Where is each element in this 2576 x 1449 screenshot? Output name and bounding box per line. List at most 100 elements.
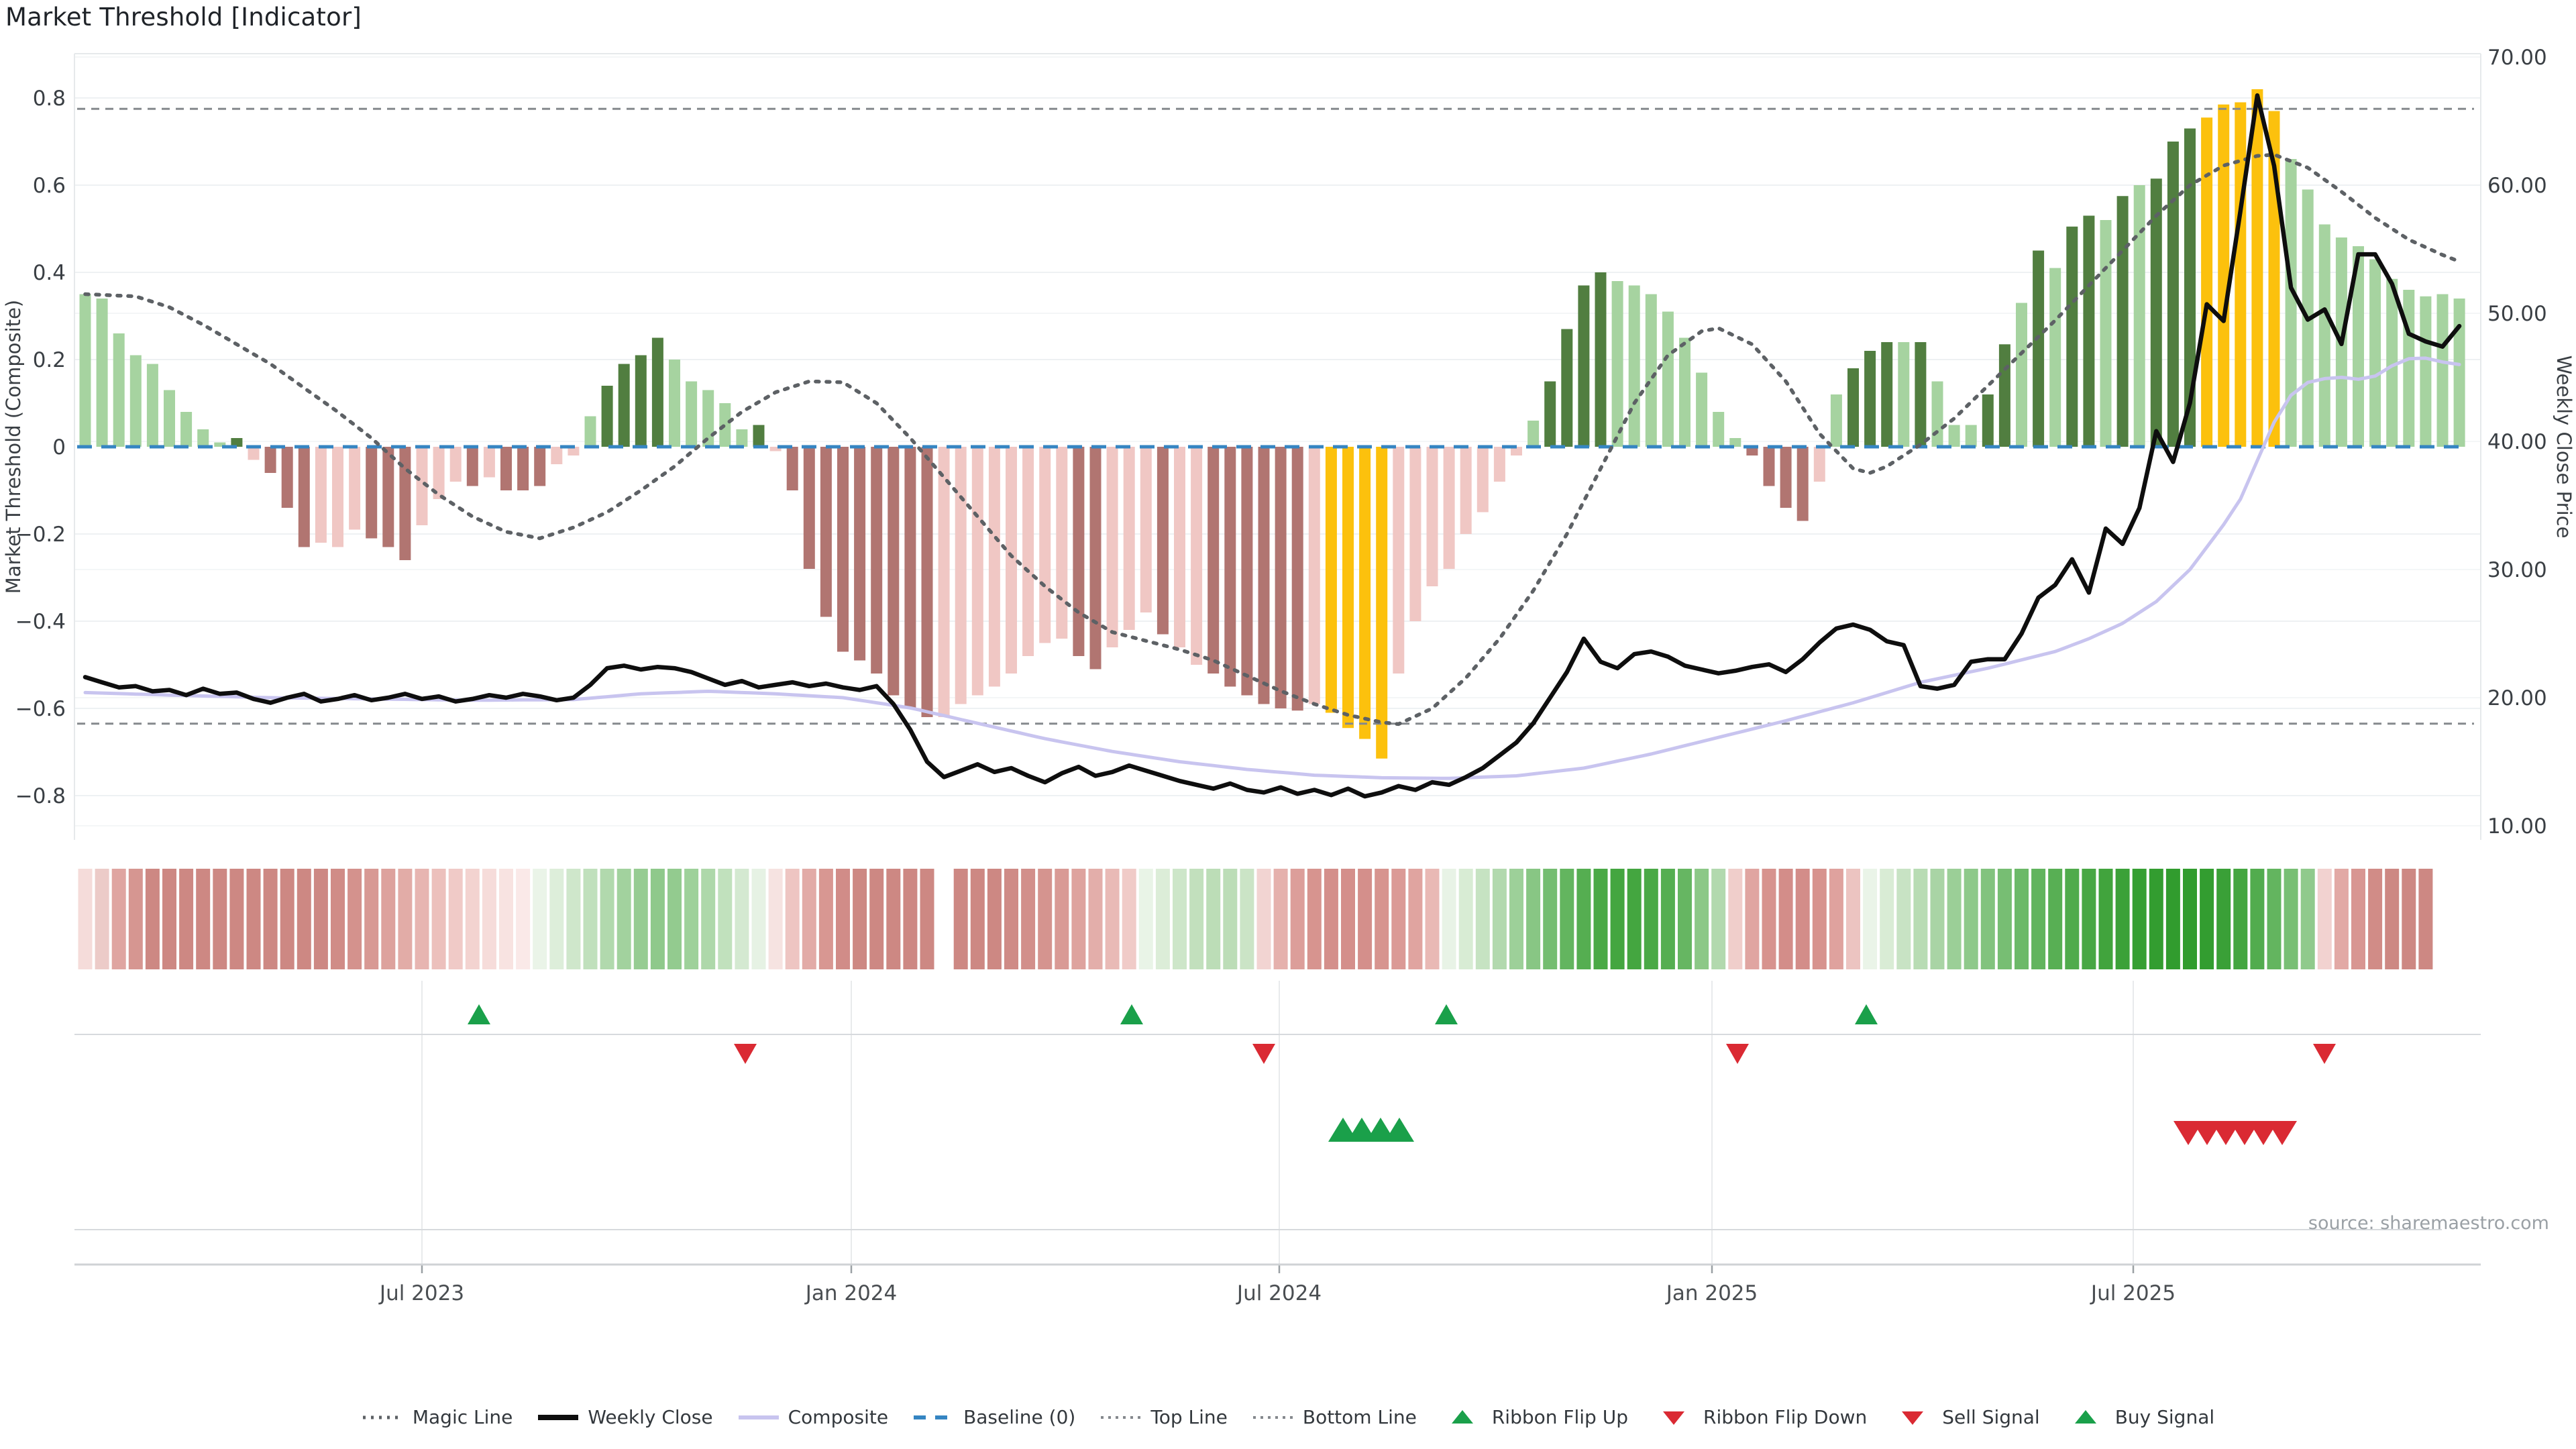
threshold-bar	[888, 447, 900, 696]
ribbon-cell	[1846, 869, 1860, 969]
composite-line	[83, 356, 2461, 780]
threshold-bar	[955, 447, 967, 704]
threshold-bar	[2420, 296, 2432, 447]
ribbon-cell	[482, 869, 496, 969]
ribbon-cell	[836, 869, 850, 969]
legend-item[interactable]: Weekly Close	[537, 1406, 713, 1428]
ribbon-cell	[1358, 869, 1373, 969]
ribbon-cell	[2250, 869, 2265, 969]
threshold-bar	[433, 447, 445, 499]
legend-item[interactable]: Baseline (0)	[912, 1406, 1075, 1428]
threshold-bar	[264, 447, 276, 473]
ribbon-cell	[516, 869, 531, 969]
right-tick-label: 70.00	[2487, 46, 2547, 70]
legend-item[interactable]: Bottom Line	[1252, 1406, 1417, 1428]
ribbon-flip-up-marker	[468, 1004, 490, 1024]
legend-item[interactable]: Composite	[737, 1406, 888, 1428]
sell-signal-marker	[2267, 1121, 2297, 1145]
ribbon-flip-up-marker	[1120, 1004, 1143, 1024]
threshold-bar	[1561, 329, 1573, 447]
threshold-bar	[1291, 447, 1303, 711]
legend-item[interactable]: Top Line	[1099, 1406, 1228, 1428]
threshold-bar	[1174, 447, 1185, 647]
ribbon-cell	[1610, 869, 1625, 969]
threshold-bar	[1056, 447, 1068, 639]
legend-item[interactable]: Magic Line	[362, 1406, 513, 1428]
threshold-bar	[820, 447, 832, 617]
ribbon-cell	[1829, 869, 1843, 969]
ribbon-cell	[1021, 869, 1036, 969]
threshold-bar	[298, 447, 310, 547]
ribbon-cell	[718, 869, 733, 969]
buy-signal-marker	[1366, 1118, 1395, 1142]
ribbon-cell	[331, 869, 345, 969]
ribbon-cell	[600, 869, 614, 969]
threshold-bar	[635, 355, 647, 447]
ribbon-cell	[128, 869, 143, 969]
ribbon-cell	[246, 869, 261, 969]
ribbon-cell	[1980, 869, 1995, 969]
sell-signal-marker	[2192, 1121, 2222, 1145]
threshold-bar	[1645, 294, 1657, 447]
threshold-bar	[1191, 447, 1203, 665]
ribbon-cell	[1088, 869, 1103, 969]
threshold-bar	[1898, 342, 1910, 447]
threshold-bar	[1157, 447, 1169, 635]
ribbon-cell	[2233, 869, 2248, 969]
ribbon-cell	[1256, 869, 1271, 969]
ribbon-cell	[2317, 869, 2332, 969]
threshold-bar	[1493, 447, 1505, 482]
threshold-bar	[971, 447, 983, 696]
threshold-bar	[214, 442, 226, 447]
ribbon-cell	[431, 869, 446, 969]
ribbon-cell	[2216, 869, 2231, 969]
legend-item[interactable]: Sell Signal	[1891, 1406, 2040, 1428]
threshold-bar	[466, 447, 478, 486]
threshold-bar	[332, 447, 343, 547]
ribbon-cell	[1055, 869, 1069, 969]
ribbon-cell	[95, 869, 109, 969]
ribbon-cell	[2048, 869, 2063, 969]
band-line-swatch	[1101, 1415, 1142, 1419]
threshold-bar	[483, 447, 495, 478]
threshold-bar	[2369, 259, 2381, 447]
ribbon-cell	[953, 869, 968, 969]
ribbon-cell	[886, 869, 901, 969]
legend-item[interactable]: Buy Signal	[2064, 1406, 2214, 1428]
ribbon-cell	[1896, 869, 1911, 969]
ribbon-cell	[2082, 869, 2096, 969]
threshold-bar	[164, 390, 175, 447]
threshold-bar	[146, 364, 158, 447]
legend-item[interactable]: Ribbon Flip Down	[1652, 1406, 1867, 1428]
threshold-bar	[1813, 447, 1825, 482]
legend-item-label: Bottom Line	[1302, 1406, 1417, 1428]
threshold-bar	[1864, 351, 1876, 447]
market-threshold-chart[interactable]: 0.8 0.6 0.4 0.2 0 −0.2 −0.4 −0.6 −0.8 70.00 60.00 5…	[0, 0, 2576, 1382]
ribbon-cell	[2267, 869, 2282, 969]
threshold-bar	[1544, 381, 1556, 447]
threshold-bar	[2016, 303, 2027, 447]
left-axis-label: Market Threshold (Composite)	[2, 300, 25, 594]
ribbon-cell	[1341, 869, 1355, 969]
ribbon-cell	[2132, 869, 2147, 969]
legend-item[interactable]: Ribbon Flip Up	[1441, 1406, 1628, 1428]
threshold-bar	[1729, 438, 1741, 447]
threshold-bar	[1460, 447, 1472, 534]
ribbon-cell	[987, 869, 1002, 969]
ribbon-cell	[2284, 869, 2298, 969]
legend-item-label: Top Line	[1150, 1406, 1228, 1428]
ribbon-cell	[347, 869, 362, 969]
legend: Magic Line Weekly Close Composite Baseline …	[0, 1406, 2576, 1428]
legend-item-label: Sell Signal	[1942, 1406, 2040, 1428]
threshold-bar	[584, 416, 596, 447]
threshold-bar	[2100, 220, 2112, 447]
threshold-bar	[568, 447, 580, 455]
ribbon-cell	[179, 869, 194, 969]
threshold-bar	[1426, 447, 1438, 586]
threshold-bar	[1931, 381, 1943, 447]
threshold-bar	[618, 364, 630, 447]
ribbon-cell	[1678, 869, 1692, 969]
ribbon-cell	[583, 869, 598, 969]
threshold-bar	[534, 447, 546, 486]
